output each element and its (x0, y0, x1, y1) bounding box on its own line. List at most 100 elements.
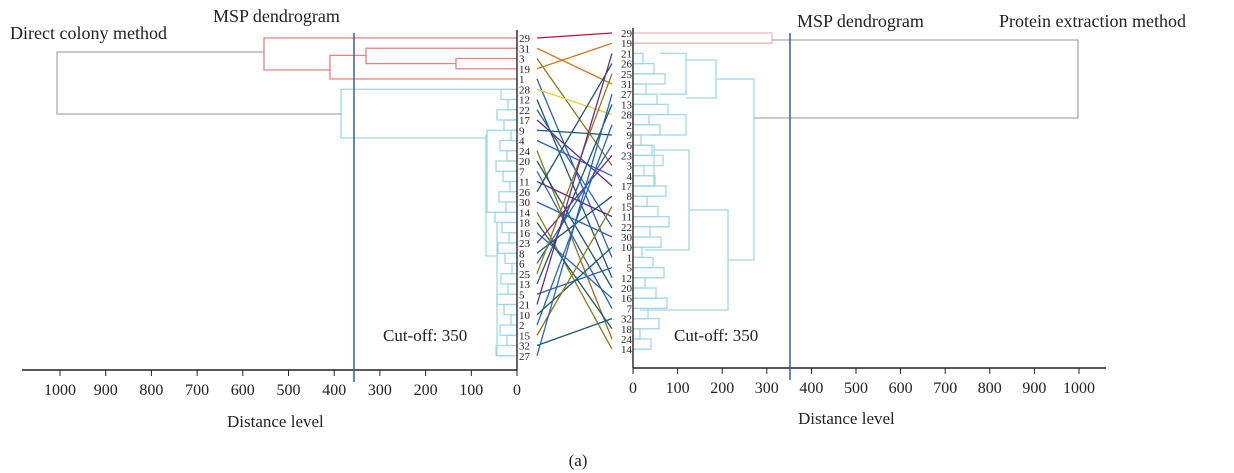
connector-line (536, 42, 613, 70)
dendrogram-link (502, 170, 517, 183)
dendrogram-link (633, 83, 647, 95)
left-leaf-label: 17 (519, 115, 531, 127)
right-leaf-label: 10 (621, 242, 633, 254)
dendrogram-link (686, 59, 717, 99)
dendrogram-link (633, 52, 644, 65)
right-leaf-label: 15 (621, 201, 633, 213)
right-leaf-label: 14 (621, 344, 633, 356)
right-leaf-label: 17 (621, 181, 633, 193)
dendrogram-link (504, 252, 517, 265)
left-axis-tick-label: 0 (513, 382, 521, 399)
dendrogram-link (633, 297, 668, 310)
connector-line (536, 32, 613, 39)
left-leaf-labels: 2931319128122217942420711263014181623862… (519, 33, 531, 363)
dendrogram-link (633, 73, 666, 85)
connector-line (536, 144, 613, 264)
right-leaf-labels: 2919212625312713282962334178151122301015… (621, 28, 633, 356)
right-leaf-label: 31 (621, 79, 632, 91)
left-leaf-label: 27 (519, 351, 531, 363)
dendrogram-link (499, 139, 517, 152)
left-leaf-label: 20 (519, 156, 531, 168)
left-leaf-label: 9 (519, 125, 525, 137)
right-leaf-label: 20 (621, 283, 633, 295)
right-axis-tick-label: 700 (933, 380, 957, 397)
left-leaf-label: 26 (519, 187, 531, 199)
left-axis-ticks: 1000 900 800 700 600 500 400 300 200 100 0 (44, 370, 521, 399)
dendrogram-link (633, 226, 651, 238)
right-leaf-label: 27 (621, 89, 633, 101)
dendrogram-link (633, 205, 659, 218)
left-axis-tick-label: 900 (94, 382, 118, 399)
right-leaf-label: 19 (621, 38, 633, 50)
dendrogram-link (495, 344, 517, 357)
dendrogram-link (497, 242, 517, 254)
left-axis-tick-label: 300 (368, 382, 392, 399)
connector-line (536, 201, 613, 238)
dendrogram-link (633, 338, 652, 350)
dendrogram-link (633, 317, 660, 330)
connector-line (536, 317, 613, 347)
dendrogram-link (633, 236, 662, 248)
left-leaf-label: 15 (519, 330, 531, 342)
right-leaf-label: 24 (621, 334, 633, 346)
tanglegram-connectors (536, 32, 613, 356)
right-leaf-label: 25 (621, 69, 633, 81)
left-leaf-label: 18 (519, 218, 531, 230)
connector-line (536, 109, 613, 228)
left-axis-tick-label: 1000 (44, 382, 76, 399)
left-axis-tick-label: 600 (231, 382, 255, 399)
right-leaf-label: 9 (627, 130, 633, 142)
dendrogram-link (633, 32, 773, 44)
right-leaf-label: 2 (627, 120, 633, 132)
dendrogram-link (503, 119, 517, 131)
connector-line (536, 58, 613, 166)
connector-line (536, 47, 613, 85)
dendrogram-link (510, 314, 517, 326)
right-dendrogram-title: MSP dendrogram (797, 11, 924, 31)
left-axis-tick-label: 700 (185, 382, 209, 399)
left-axis-label: Distance level (227, 412, 324, 431)
left-leaf-label: 21 (519, 300, 530, 312)
dendrogram-link (633, 103, 669, 116)
right-leaf-label: 12 (621, 273, 632, 285)
connector-line (536, 154, 613, 244)
dendrogram-link (633, 134, 642, 146)
dendrogram-link (633, 62, 655, 75)
left-leaf-label: 3 (519, 54, 525, 66)
left-axis-tick-label: 400 (322, 382, 346, 399)
dendrogram-link (633, 113, 650, 126)
dendrogram-link (633, 93, 658, 106)
right-leaf-label: 3 (627, 161, 633, 173)
dendrogram-link (263, 37, 517, 71)
right-axis-tick-label: 200 (710, 380, 734, 397)
right-leaf-label: 32 (621, 314, 632, 326)
right-leaf-label: 4 (627, 171, 633, 183)
connector-line (536, 88, 613, 116)
dendrogram-link (498, 191, 517, 203)
dendrogram-link (633, 256, 654, 269)
left-leaf-label: 28 (519, 84, 531, 96)
left-leaf-label: 10 (519, 310, 531, 322)
connector-line (536, 94, 613, 356)
left-method-title: Direct colony method (10, 23, 167, 43)
left-leaf-label: 16 (519, 228, 531, 240)
right-leaf-label: 1 (627, 252, 633, 264)
left-leaf-label: 29 (519, 33, 531, 45)
connector-line (536, 53, 613, 305)
left-dendrogram (56, 37, 517, 357)
dendrogram-link (485, 134, 497, 257)
right-method-title: Protein extraction method (999, 11, 1186, 31)
dendrogram-link (633, 154, 664, 167)
left-leaf-label: 13 (519, 279, 531, 291)
left-leaf-label: 7 (519, 166, 525, 178)
dendrogram-link (500, 88, 517, 101)
right-axis-tick-label: 0 (629, 380, 637, 397)
left-leaf-label: 2 (519, 320, 525, 332)
right-leaf-label: 11 (621, 212, 632, 224)
dendrogram-link (645, 149, 690, 251)
dendrogram-link (56, 51, 341, 115)
dendrogram-link (511, 262, 517, 275)
left-leaf-label: 12 (519, 95, 530, 107)
right-leaf-label: 22 (621, 222, 632, 234)
dendrogram-link (365, 47, 517, 65)
